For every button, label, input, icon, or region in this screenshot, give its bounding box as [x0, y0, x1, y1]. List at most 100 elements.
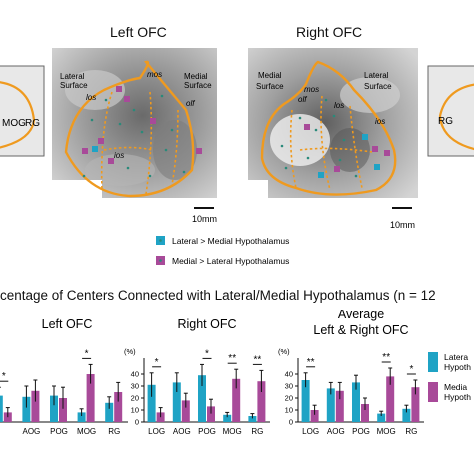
x-tick-label-2: POG — [352, 427, 370, 436]
bar-0-2-0 — [50, 395, 58, 422]
bar-2-3-1 — [386, 376, 395, 422]
bar-1-1-0 — [172, 382, 181, 422]
left-label-mos: mos — [147, 70, 162, 79]
y-tick-label-2: 20 — [285, 394, 293, 403]
y-tick-label-1: 0 — [135, 418, 139, 427]
chart-legend-lateral-2: Hypoth — [444, 362, 471, 372]
chart-title-0: Left OFC — [42, 317, 93, 331]
y-tick-label-1: 30 — [131, 382, 139, 391]
bar-0-0-1 — [3, 412, 12, 422]
edge-label-mog: MOG — [2, 118, 26, 129]
bar-0-1-0 — [22, 396, 31, 422]
left-label-surface: Surface — [60, 81, 88, 90]
y-tick-label-1: 40 — [131, 370, 139, 379]
chart-legend-lateral-swatch — [428, 352, 438, 372]
sig-mark-2-3: ** — [382, 352, 390, 363]
bar-1-3-0 — [223, 414, 232, 422]
left-ofc-title: Left OFC — [110, 24, 167, 40]
bar-1-4-0 — [248, 416, 257, 422]
x-tick-label-2: AOG — [327, 427, 345, 436]
bar-2-2-1 — [361, 404, 369, 422]
bar-2-0-0 — [301, 380, 310, 422]
left-ofc-map — [52, 48, 217, 209]
x-tick-label-0: MOG — [77, 427, 96, 436]
bar-2-1-0 — [326, 388, 335, 422]
right-label-medial: Medial — [258, 71, 282, 80]
bar-2-4-0 — [402, 408, 411, 422]
left-label-lateral: Lateral — [60, 72, 85, 81]
sig-mark-1-2: * — [205, 348, 209, 359]
x-tick-label-0: AOG — [23, 427, 41, 436]
bar-1-2-1 — [207, 406, 215, 422]
bar-2-1-1 — [335, 390, 344, 422]
right-scale-label: 10mm — [390, 220, 415, 230]
legend-lateral-label: Lateral > Medial Hypothalamus — [172, 236, 289, 246]
sig-mark-0-0: * — [2, 371, 6, 382]
x-tick-label-2: RG — [405, 427, 417, 436]
sig-mark-1-3: ** — [228, 353, 236, 364]
bar-2-2-0 — [352, 382, 360, 422]
left-label-olf: olf — [186, 99, 195, 108]
x-tick-label-0: RG — [108, 427, 120, 436]
bar-0-0-0 — [0, 395, 3, 422]
left-edge-panel — [0, 65, 45, 157]
x-tick-label-2: MOG — [377, 427, 396, 436]
sig-mark-2-4: * — [409, 364, 413, 375]
chart-legend-medial-2: Hypoth — [444, 392, 471, 402]
y-tick-label-2: 10 — [285, 406, 293, 415]
sig-mark-2-0: ** — [307, 357, 315, 368]
x-tick-label-1: LOG — [148, 427, 165, 436]
y-tick-label-2: 40 — [285, 370, 293, 379]
bar-1-4-1 — [257, 381, 266, 422]
left-scale-label: 10mm — [192, 214, 217, 224]
bar-2-3-0 — [377, 413, 386, 422]
y-unit-1: (%) — [124, 347, 136, 356]
y-tick-label-1: 10 — [131, 406, 139, 415]
y-tick-label-2: 30 — [285, 382, 293, 391]
edge-label-rg: RG — [25, 118, 40, 129]
bar-1-0-1 — [156, 412, 165, 422]
left-ofc-contour — [64, 60, 195, 198]
left-label-los: los — [86, 93, 96, 102]
chart-title-2: Average — [338, 310, 384, 321]
x-tick-label-1: MOG — [223, 427, 242, 436]
chart-title-2: Left & Right OFC — [313, 323, 408, 337]
chart-legend-medial: Media — [444, 382, 467, 392]
right-label-medial-surface: Surface — [256, 82, 284, 91]
right-ofc-title: Right OFC — [296, 24, 363, 40]
sig-mark-1-0: * — [155, 357, 159, 368]
brain-maps-figure: MOG RG Lateral Surface Medial Surface — [0, 48, 474, 266]
sig-mark-0-3: * — [85, 348, 89, 359]
x-tick-label-1: POG — [198, 427, 216, 436]
bar-0-4-0 — [105, 402, 114, 422]
x-tick-label-1: AOG — [173, 427, 191, 436]
bar-1-2-0 — [198, 375, 206, 422]
chart-title-1: Right OFC — [177, 317, 236, 331]
right-label-ios: ios — [375, 117, 385, 126]
y-tick-label-2: 0 — [289, 418, 293, 427]
right-label-mos: mos — [304, 85, 319, 94]
chart-legend-lateral: Latera — [444, 352, 468, 362]
right-ofc-map — [248, 48, 418, 209]
bar-0-3-1 — [86, 374, 95, 422]
bar-0-3-0 — [77, 412, 86, 422]
y-unit-2: (%) — [278, 347, 290, 356]
x-tick-label-1: RG — [251, 427, 263, 436]
legend-medial-label: Medial > Lateral Hypothalamus — [172, 256, 289, 266]
x-tick-label-0: POG — [50, 427, 68, 436]
y-tick-label-1: 20 — [131, 394, 139, 403]
right-label-olf: olf — [298, 95, 307, 104]
left-label-medial-surface: Surface — [184, 81, 212, 90]
right-label-los: los — [334, 101, 344, 110]
bar-1-3-1 — [232, 378, 241, 422]
bar-charts: Left OFC * AOG POG MOG * RG Right OFC (%) 0 10 20 30… — [0, 310, 471, 436]
right-ofc-contour — [260, 60, 397, 196]
bar-0-4-1 — [114, 392, 123, 422]
bar-1-0-0 — [147, 384, 156, 422]
edge-label-rg-right: RG — [438, 116, 453, 127]
left-label-medial: Medial — [184, 72, 208, 81]
bar-1-1-1 — [181, 400, 190, 422]
x-tick-label-2: LOG — [302, 427, 319, 436]
bar-0-2-1 — [59, 398, 67, 422]
bottom-title: centage of Centers Connected with Latera… — [0, 288, 436, 303]
